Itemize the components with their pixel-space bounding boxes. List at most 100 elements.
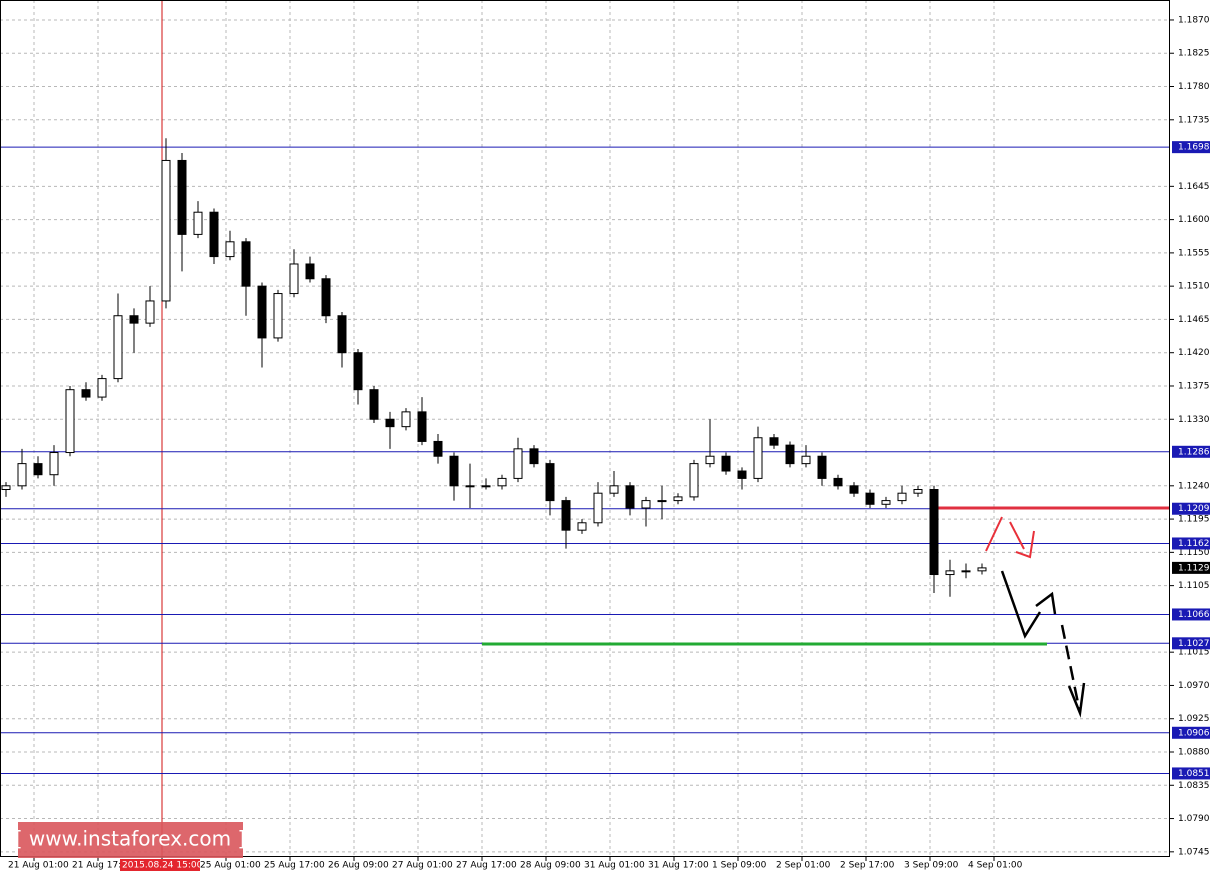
x-tick-label: 2 Sep 01:00 [776, 861, 831, 871]
arrow-stroke [1000, 570, 1042, 639]
y-tick-label: 1.1735 [1178, 115, 1210, 125]
y-tick-label: 1.1555 [1178, 248, 1210, 258]
x-tick-label: 27 Aug 01:00 [392, 861, 453, 871]
candle-body [129, 315, 139, 324]
y-tick-label: 1.1465 [1178, 315, 1210, 325]
y-tick-label: 1.1420 [1178, 348, 1210, 358]
x-tick-label: 4 Sep 01:00 [968, 861, 1023, 871]
x-tick-label: 31 Aug 01:00 [584, 861, 645, 871]
candle-body [609, 485, 619, 494]
y-tick-label: 1.0835 [1178, 781, 1210, 791]
level-label: 1.1286 [1178, 447, 1210, 457]
level-label-bg [1172, 141, 1210, 154]
level-label: 1.0851 [1178, 769, 1210, 779]
candle-body [481, 485, 491, 488]
candle-body [1, 485, 11, 491]
candle-body [769, 437, 779, 446]
candle-body [689, 463, 699, 498]
candle-body [961, 570, 971, 573]
candle-body [561, 500, 571, 531]
candle-body [337, 315, 347, 354]
black-arrow [1000, 570, 1086, 718]
candle-body [241, 241, 251, 287]
x-tick-label: 25 Aug 17:00 [264, 861, 325, 871]
x-tick-label: 27 Aug 17:00 [456, 861, 517, 871]
level-label: 1.1209 [1178, 504, 1210, 514]
y-tick-label: 1.1780 [1178, 82, 1210, 92]
level-label-bg [1172, 502, 1210, 515]
candle-body [929, 489, 939, 576]
candle-body [913, 489, 923, 494]
candle-body [625, 485, 635, 509]
y-tick-label: 1.0880 [1178, 748, 1210, 758]
x-tick-label: 2015.08.24 15:00 [122, 861, 203, 871]
candle-body [721, 455, 731, 472]
price-axis: 1.1870 1.1825 1.1780 1.1735 1.1645 1.1600 1.15… [1170, 15, 1210, 857]
candle-body [881, 500, 891, 505]
candle-body [785, 444, 795, 465]
plot-frame [0, 0, 1170, 857]
candle-body [353, 352, 363, 391]
candle-body [273, 293, 283, 339]
y-tick-label: 1.1330 [1178, 415, 1210, 425]
candle-body [833, 477, 843, 487]
candle-body [465, 485, 475, 488]
candle-body [513, 448, 523, 479]
candle-body [17, 463, 27, 487]
candle-body [593, 492, 603, 524]
red-arrow [985, 516, 1035, 559]
arrow-stroke [985, 516, 1003, 552]
candle-body [49, 452, 59, 476]
cursor-label-bg [120, 859, 200, 871]
candle-body [433, 440, 443, 457]
candle-body [113, 315, 123, 380]
candle-body [545, 463, 555, 502]
level-label-bg [1172, 637, 1210, 650]
arrow-stroke [1060, 624, 1081, 709]
candle-body [81, 389, 91, 398]
x-tick-label: 31 Aug 17:00 [648, 861, 709, 871]
candle-body [865, 492, 875, 505]
arrow-stroke [1035, 591, 1057, 615]
candle-body [417, 411, 427, 442]
y-tick-label: 1.0925 [1178, 714, 1210, 724]
x-tick-label: 3 Sep 09:00 [904, 861, 959, 871]
y-tick-label: 1.1195 [1178, 515, 1210, 525]
level-label-bg [1172, 537, 1210, 550]
x-tick-label: 28 Aug 09:00 [520, 861, 581, 871]
x-tick-label: 2 Sep 17:00 [840, 861, 895, 871]
candle-body [369, 389, 379, 420]
level-label: 1.1162 [1178, 539, 1210, 549]
x-tick-label: 26 Aug 09:00 [328, 861, 389, 871]
candle-body [225, 241, 235, 258]
arrow-head [1015, 530, 1035, 559]
arrow-head [1067, 682, 1086, 718]
candle-body [209, 211, 219, 258]
level-label-bg [1172, 445, 1210, 458]
candle-body [641, 500, 651, 509]
watermark: [ www.instaforex.com ] [15, 827, 246, 851]
price-label-bg [1172, 561, 1210, 574]
level-label: 1.1066 [1178, 610, 1210, 620]
candle-body [257, 285, 267, 339]
candle-body [945, 570, 955, 576]
y-tick-label: 1.1645 [1178, 182, 1210, 192]
level-label-bg [1172, 726, 1210, 739]
candles [1, 138, 987, 597]
candle-body [177, 159, 187, 235]
level-label-bg [1172, 767, 1210, 780]
candle-body [497, 477, 507, 487]
level-label: 1.0906 [1178, 728, 1210, 738]
arrow-stroke [1009, 521, 1025, 550]
x-tick-label: 21 Aug 17:00 [72, 861, 133, 871]
y-tick-label: 1.1510 [1178, 282, 1210, 292]
candle-body [145, 300, 155, 324]
candle-body [321, 278, 331, 317]
level-label-bg [1172, 608, 1210, 621]
y-tick-label: 1.1870 [1178, 15, 1210, 25]
candle-body [673, 496, 683, 502]
y-tick-label: 1.1150 [1178, 548, 1210, 558]
